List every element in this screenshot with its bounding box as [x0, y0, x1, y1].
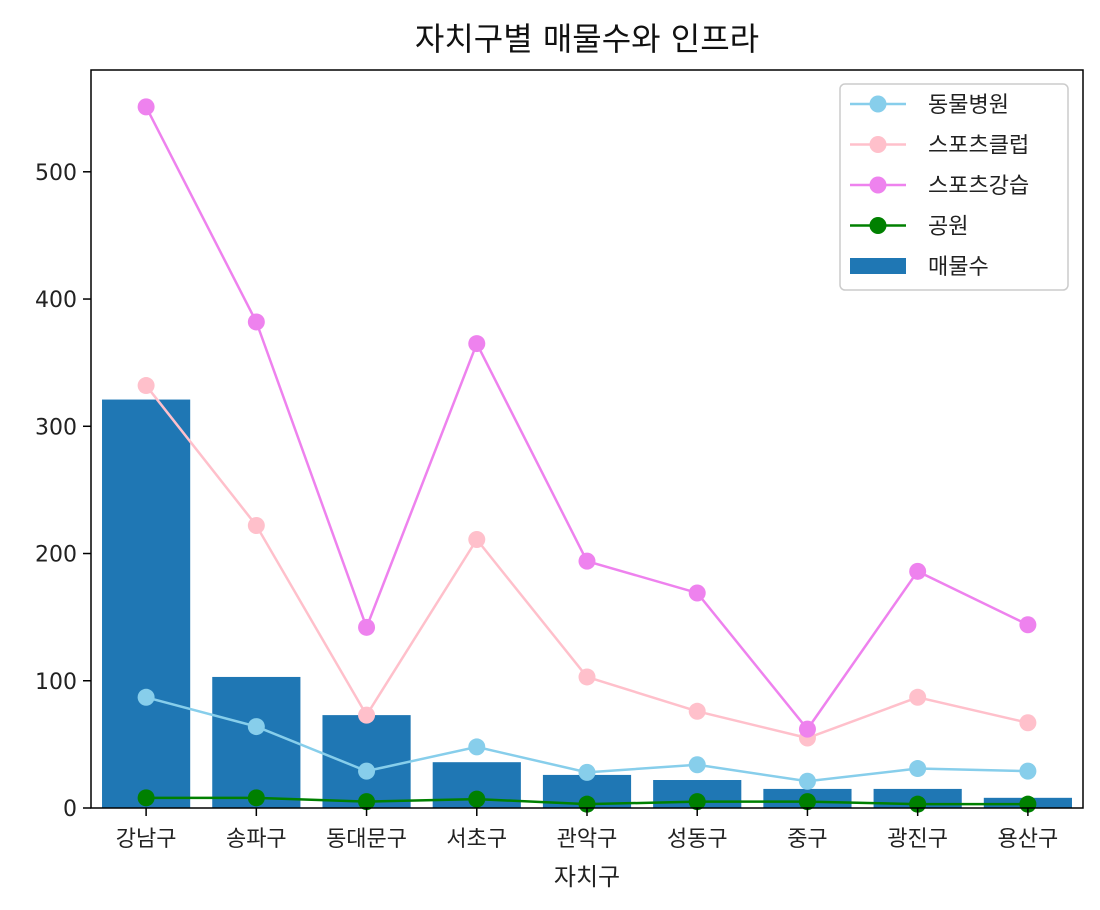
series-2-point-6: [688, 702, 706, 720]
y-tick-label: 100: [35, 670, 77, 695]
legend-marker: [869, 176, 887, 194]
bar-3: [322, 715, 411, 808]
x-tick-label: 강남구: [116, 827, 177, 852]
series-3-point-5: [578, 552, 596, 570]
legend-box: [839, 83, 1069, 291]
series-2-point-1: [137, 377, 155, 395]
legend-label: 스포츠클럽: [928, 134, 1029, 159]
series-2: [137, 377, 1037, 747]
y-tick-label: 200: [35, 543, 77, 568]
legend-entry-3: 스포츠강습: [850, 174, 1029, 199]
series-3-point-9: [1019, 616, 1037, 634]
x-axis: 강남구 송파구 동대문구 서초구 관악구 성동구 중구 광진구 용산구: [116, 808, 1059, 852]
y-tick-label: 400: [35, 288, 77, 313]
y-axis: 0 100 200 300 400 500: [35, 161, 91, 822]
bar-2: [212, 676, 301, 808]
x-tick-label: 성동구: [667, 827, 728, 852]
y-tick-label: 0: [63, 797, 77, 822]
x-tick-label: 용산구: [998, 827, 1059, 852]
legend-marker: [869, 136, 887, 153]
series-4-point-7: [798, 793, 816, 811]
y-tick-label: 500: [35, 161, 77, 186]
lines-layer: [137, 98, 1037, 813]
series-1-point-1: [137, 688, 155, 706]
x-tick-label: 서초구: [446, 827, 507, 852]
series-1-point-2: [247, 718, 265, 736]
legend-bar-swatch: [850, 258, 906, 274]
series-1-point-9: [1019, 762, 1037, 780]
series-4-point-2: [247, 789, 265, 807]
series-3-point-1: [137, 98, 155, 116]
x-axis-label: 자치구: [554, 863, 620, 891]
series-4-point-3: [358, 793, 376, 811]
series-3-point-2: [247, 313, 265, 331]
series-2-point-3: [358, 706, 376, 724]
series-1-point-6: [688, 756, 706, 774]
series-3-point-4: [468, 335, 486, 353]
series-1-point-5: [578, 763, 596, 781]
x-tick-label: 관악구: [557, 827, 618, 852]
series-4-point-6: [688, 793, 706, 811]
series-3: [137, 98, 1037, 738]
series-2-point-9: [1019, 714, 1037, 732]
series-2-point-4: [468, 531, 486, 549]
y-tick-label: 300: [35, 415, 77, 440]
bar-1: [102, 399, 191, 808]
x-tick-label: 중구: [787, 827, 827, 852]
series-3-point-7: [798, 720, 816, 738]
series-4: [137, 789, 1037, 813]
legend-entry-1: 동물병원: [850, 93, 1009, 118]
series-2-point-5: [578, 668, 596, 686]
legend-marker: [869, 95, 887, 113]
series-1: [137, 688, 1037, 790]
legend-label: 동물병원: [928, 93, 1009, 118]
legend-entry-4: 공원: [850, 215, 968, 240]
series-4-point-1: [137, 789, 155, 807]
chart-title: 자치구별 매물수와 인프라: [415, 20, 759, 58]
series-3-point-6: [688, 584, 706, 602]
legend-entry-2: 스포츠클럽: [850, 134, 1029, 159]
series-1-point-3: [358, 762, 376, 780]
series-1-point-7: [798, 772, 816, 790]
series-2-point-2: [247, 517, 265, 535]
legend-entry-5: 매물수: [850, 255, 989, 280]
x-tick-label: 광진구: [887, 827, 948, 852]
x-tick-label: 송파구: [226, 827, 287, 852]
legend-label: 매물수: [928, 255, 989, 280]
series-1-point-8: [909, 760, 927, 778]
series-1-point-4: [468, 738, 486, 756]
series-3-point-3: [358, 618, 376, 636]
x-tick-label: 동대문구: [326, 827, 407, 852]
legend-label: 공원: [928, 215, 968, 240]
legend-label: 스포츠강습: [928, 174, 1029, 199]
series-4-point-4: [468, 790, 486, 808]
legend-marker: [869, 217, 887, 234]
series-2-point-8: [909, 688, 927, 706]
series-3-point-8: [909, 562, 927, 580]
